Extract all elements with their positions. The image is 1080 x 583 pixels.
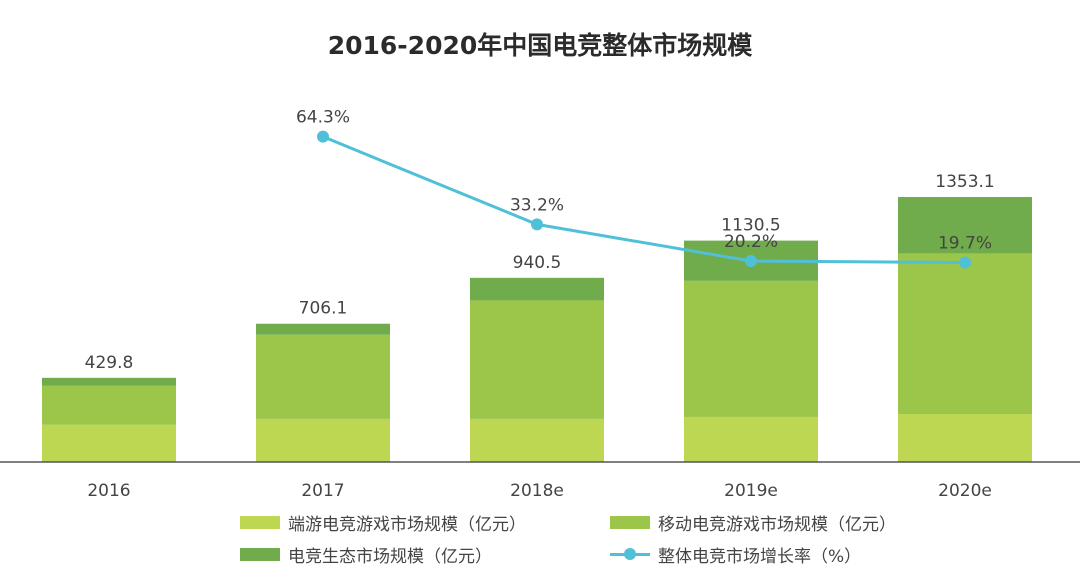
x-tick-label-2018e: 2018e: [510, 481, 564, 501]
legend-label-pc-esports: 端游电竞游戏市场规模（亿元）: [288, 514, 526, 535]
chart-legend: 端游电竞游戏市场规模（亿元） 移动电竞游戏市场规模（亿元） 电竞生态市场规模（亿…: [240, 510, 940, 567]
bar-2019e-series-0: [684, 416, 818, 462]
total-label-2017: 706.1: [299, 299, 348, 319]
bar-2016-series-1: [42, 385, 176, 425]
x-tick-label-2016: 2016: [87, 481, 130, 501]
total-label-2020e: 1353.1: [935, 172, 994, 192]
total-label-2018e: 940.5: [513, 253, 562, 273]
bar-2020e-series-2: [898, 197, 1032, 254]
growth-point-2019e: [745, 255, 757, 268]
bar-2016-series-2: [42, 377, 176, 386]
bar-2018e-series-1: [470, 300, 604, 419]
legend-swatch-growth-rate: [610, 547, 650, 561]
legend-label-mobile-esports: 移动电竞游戏市场规模（亿元）: [658, 514, 896, 535]
bar-2020e-series-0: [898, 414, 1032, 462]
total-label-2019e: 1130.5: [721, 216, 780, 236]
growth-rate-line: [322, 135, 966, 264]
bar-2016-series-0: [42, 424, 176, 462]
bar-2018e-series-0: [470, 418, 604, 462]
bar-2017-series-0: [256, 418, 390, 462]
total-label-2016: 429.8: [85, 353, 134, 373]
x-tick-label-2019e: 2019e: [724, 481, 778, 501]
x-tick-label-2017: 2017: [301, 481, 344, 501]
legend-item-growth-rate[interactable]: 整体电竞市场增长率（%）: [610, 542, 940, 567]
legend-item-ecosystem[interactable]: 电竞生态市场规模（亿元）: [240, 542, 610, 567]
growth-point-2020e: [959, 256, 971, 269]
growth-label-2018e: 33.2%: [510, 195, 564, 215]
x-tick-label-2020e: 2020e: [938, 481, 992, 501]
growth-label-2019e: 20.2%: [724, 232, 778, 252]
legend-swatch-pc-esports: [240, 515, 280, 529]
bar-2018e-series-2: [470, 277, 604, 301]
growth-label-2017: 64.3%: [296, 108, 350, 128]
growth-point-2018e: [531, 218, 543, 231]
chart-title: 2016-2020年中国电竞整体市场规模: [327, 31, 753, 60]
bar-2017-series-1: [256, 334, 390, 419]
growth-point-2017: [317, 130, 329, 143]
bar-2019e-series-1: [684, 280, 818, 417]
legend-label-ecosystem: 电竞生态市场规模（亿元）: [288, 546, 492, 567]
legend-swatch-mobile-esports: [610, 515, 650, 529]
legend-item-pc-esports[interactable]: 端游电竞游戏市场规模（亿元）: [240, 510, 610, 535]
growth-label-2020e: 19.7%: [938, 233, 992, 253]
legend-item-mobile-esports[interactable]: 移动电竞游戏市场规模（亿元）: [610, 510, 940, 535]
legend-label-growth-rate: 整体电竞市场增长率（%）: [658, 546, 862, 567]
legend-swatch-ecosystem: [240, 547, 280, 561]
bar-2017-series-2: [256, 323, 390, 335]
bar-2020e-series-1: [898, 253, 1032, 415]
chart-plot: 429.8 2016 706.1 2017 940.5 2018e 1130.5 2019e 1…: [0, 108, 1080, 501]
